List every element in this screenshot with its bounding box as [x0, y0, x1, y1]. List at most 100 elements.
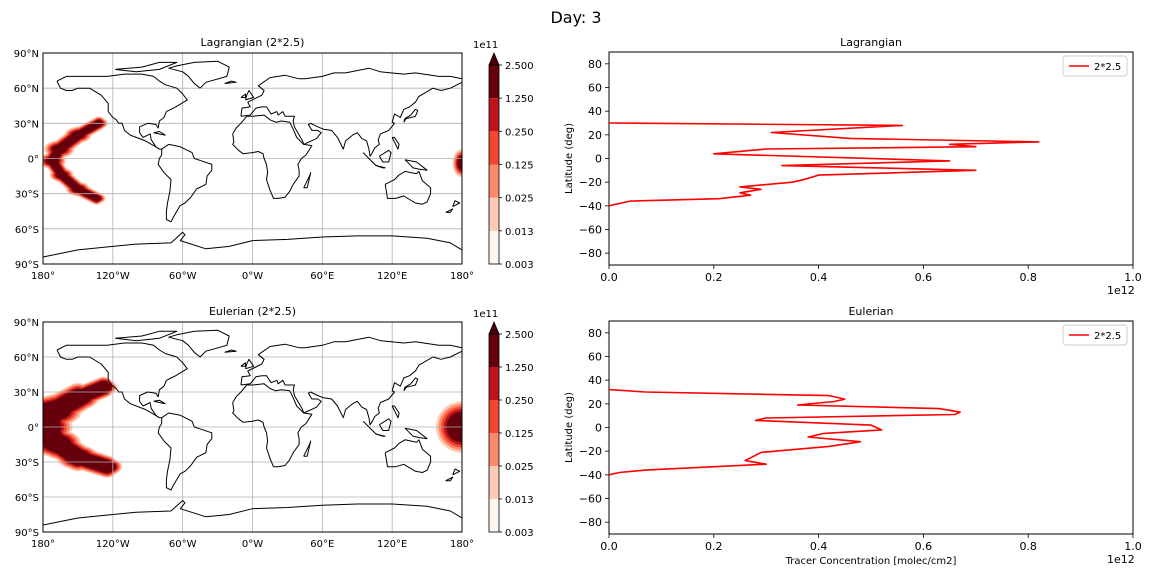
- map-lon-tick-label: 180°: [450, 539, 474, 550]
- map-lat-tick-label: 90°N: [14, 49, 39, 60]
- y-tick-label: 60: [588, 82, 602, 95]
- colorbar-tick-label: 0.125: [505, 161, 534, 172]
- colorbar-segment: [489, 131, 499, 165]
- coastlines: [43, 60, 462, 258]
- coastline: [240, 336, 462, 426]
- map-lat-tick-label: 30°S: [15, 190, 39, 201]
- y-tick-label: 20: [588, 129, 602, 142]
- coastline: [153, 399, 166, 405]
- map-lat-tick-label: 60°S: [15, 225, 39, 236]
- coastline: [168, 60, 230, 89]
- colorbar-tick-label: 0.013: [505, 495, 534, 506]
- coastline: [240, 67, 462, 157]
- map-title: Eulerian (2*2.5): [209, 305, 296, 318]
- series-line: [609, 122, 1040, 207]
- x-axis-exponent: 1e12: [1107, 284, 1135, 297]
- map-lat-tick-label: 30°N: [14, 388, 39, 399]
- y-tick-label: 80: [588, 327, 602, 340]
- map-lon-tick-label: 60°E: [310, 539, 334, 550]
- coastline: [404, 159, 428, 171]
- coastline: [115, 61, 178, 73]
- map-lon-tick-label: 180°: [31, 539, 55, 550]
- legend-box: [1062, 55, 1128, 77]
- y-tick-label: 60: [588, 351, 602, 364]
- map-title: Lagrangian (2*2.5): [201, 36, 305, 49]
- map-lat-tick-label: 90°S: [15, 260, 39, 271]
- colorbar-segment: [489, 466, 499, 499]
- coastline: [245, 358, 255, 370]
- colorbar-tick-label: 2.500: [505, 61, 534, 72]
- coastline: [378, 418, 392, 431]
- coastline: [452, 200, 461, 208]
- y-tick-label: 20: [588, 398, 602, 411]
- coastline: [43, 500, 462, 526]
- colorbar-segment: [489, 400, 499, 433]
- coastline: [384, 439, 432, 473]
- colorbar-exponent: 1e11: [473, 309, 498, 320]
- colorbar-segment: [489, 65, 499, 99]
- map-lat-tick-label: 60°S: [15, 493, 39, 504]
- map-lon-tick-label: 60°W: [169, 271, 197, 282]
- coastline: [452, 468, 461, 476]
- map-lon-tick-label: 120°W: [96, 271, 130, 282]
- y-tick-label: −60: [579, 224, 602, 237]
- coastline: [445, 476, 454, 482]
- coastline: [404, 427, 428, 440]
- x-axis-exponent: 1e12: [1107, 553, 1135, 566]
- coastline: [403, 108, 419, 123]
- x-tick-label: 0.8: [1019, 271, 1037, 284]
- map-lat-tick-label: 60°N: [14, 353, 39, 364]
- y-tick-label: −20: [579, 176, 602, 189]
- map-lat-tick-label: 90°S: [15, 528, 39, 539]
- x-axis-label: Tracer Concentration [molec/cm2]: [785, 556, 957, 567]
- coastline: [303, 440, 312, 457]
- coastline: [56, 342, 188, 419]
- x-tick-label: 1.0: [1124, 271, 1142, 284]
- colorbar-tick-label: 0.003: [505, 528, 534, 539]
- colorbar-tick-label: 1.250: [505, 94, 534, 105]
- coastline: [56, 73, 188, 150]
- coastline: [375, 433, 386, 437]
- colorbar-segment: [489, 499, 499, 532]
- map-lon-tick-label: 0°W: [242, 271, 263, 282]
- map-lon-tick-label: 60°E: [310, 271, 334, 282]
- coastline: [403, 377, 419, 392]
- coastline: [375, 165, 386, 169]
- x-tick-label: 0.8: [1019, 540, 1037, 553]
- plume-contour: [57, 171, 82, 193]
- y-tick-label: −40: [579, 469, 602, 482]
- y-tick-label: 40: [588, 105, 602, 118]
- coastlines: [43, 329, 462, 526]
- map-panel: Eulerian (2*2.5) 180° 120°W 60°W 0°W 60°E 120°…: [14, 305, 534, 550]
- y-tick-label: −20: [579, 445, 602, 458]
- y-tick-label: −40: [579, 200, 602, 213]
- colorbar-tick-label: 1.250: [505, 363, 534, 374]
- colorbar-segment: [489, 197, 499, 231]
- x-tick-label: 0.0: [600, 540, 618, 553]
- map-frame: [42, 52, 463, 265]
- coastline: [445, 208, 454, 213]
- coastline: [391, 136, 400, 150]
- map-lon-tick-label: 60°W: [169, 539, 197, 550]
- coastline: [378, 149, 392, 163]
- x-tick-label: 0.2: [705, 540, 723, 553]
- colorbar-segment: [489, 367, 499, 400]
- tracer-plume: [43, 376, 462, 478]
- map-lat-tick-label: 30°N: [14, 119, 39, 130]
- colorbar-segment: [489, 230, 499, 264]
- colorbar-tick-label: 0.003: [505, 260, 534, 271]
- coastline: [157, 412, 213, 491]
- y-tick-label: 80: [588, 58, 602, 71]
- coastline: [153, 131, 166, 136]
- map-lat-tick-label: 60°N: [14, 84, 39, 95]
- x-tick-label: 0.4: [810, 271, 828, 284]
- map-panel: Lagrangian (2*2.5) 180° 120°W 60°W 0°W 60°E 12…: [14, 36, 534, 282]
- map-lon-tick-label: 180°: [31, 271, 55, 282]
- coastline: [43, 231, 462, 258]
- colorbar-tick-label: 0.125: [505, 429, 534, 440]
- plume-contour: [457, 156, 462, 171]
- y-tick-label: 40: [588, 374, 602, 387]
- figure-title: Day: 3: [550, 8, 602, 27]
- coastline: [240, 93, 246, 98]
